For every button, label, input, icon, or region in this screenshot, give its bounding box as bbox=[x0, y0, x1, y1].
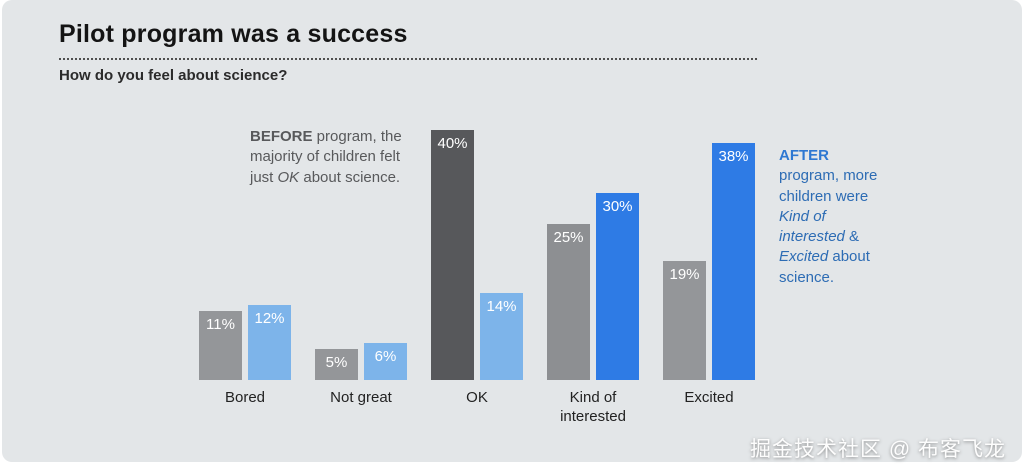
bar-value-label: 5% bbox=[325, 353, 348, 371]
bar-after-excited: 38% bbox=[712, 142, 755, 380]
annotation-segment: program, the majority of children felt j… bbox=[250, 128, 402, 186]
category-label-ok: OK bbox=[466, 389, 488, 406]
bar-pair: 5% 6% bbox=[315, 130, 407, 380]
bar-after-kind-of-interested: 30% bbox=[596, 192, 639, 380]
bar-value-label: 25% bbox=[553, 228, 584, 246]
chart-question-subtitle: How do you feel about science? bbox=[59, 67, 288, 84]
bar-value-label: 14% bbox=[486, 297, 517, 315]
category-label-kind-of-interested: Kind of interested bbox=[560, 389, 626, 425]
bar-pair: 11% 12% bbox=[199, 130, 291, 380]
annotation-segment: about science. bbox=[299, 168, 401, 186]
annotation-segment: Excited bbox=[779, 248, 829, 266]
bar-group-not-great: 5% 6% Not great bbox=[315, 130, 407, 427]
bar-group-excited: 19% 38% Excited bbox=[663, 130, 755, 427]
infographic-panel: Pilot program was a success How do you f… bbox=[2, 0, 1022, 462]
page-title: Pilot program was a success bbox=[59, 20, 408, 48]
annotation-segment: OK bbox=[277, 168, 300, 186]
annotation-segment: about science. bbox=[779, 248, 870, 286]
bar-value-label: 30% bbox=[602, 197, 633, 215]
bar-group-kind-of-interested: 25% 30% Kind of interested bbox=[547, 130, 639, 427]
bar-value-label: 40% bbox=[437, 135, 468, 152]
bar-pair: 40% 14% bbox=[431, 130, 523, 380]
bar-value-label: 12% bbox=[254, 310, 285, 327]
dotted-divider bbox=[59, 58, 757, 60]
category-label-bored: Bored bbox=[224, 389, 266, 406]
bar-chart: 11% 12% Bored 5% 6% Not great 40% 14% OK 25% 30% Ki… bbox=[199, 130, 755, 427]
bar-value-label: 11% bbox=[206, 316, 235, 334]
annotation-segment: BEFORE bbox=[250, 128, 313, 145]
bar-pair: 19% 38% bbox=[663, 130, 755, 380]
bar-after-not-great: 6% bbox=[364, 342, 407, 380]
bar-group-ok: 40% 14% OK bbox=[431, 130, 523, 427]
bar-after-ok: 14% bbox=[480, 292, 523, 380]
bar-value-label: 6% bbox=[374, 347, 397, 365]
bar-before-not-great: 5% bbox=[315, 348, 358, 380]
bar-value-label: 38% bbox=[718, 147, 749, 165]
annotation-after: AFTER program, more children were Kind o… bbox=[779, 146, 887, 288]
bar-before-bored: 11% bbox=[199, 311, 242, 380]
bar-value-label: 19% bbox=[669, 266, 700, 284]
category-label-excited: Excited bbox=[684, 389, 734, 406]
annotation-segment: Kind of interested bbox=[779, 207, 845, 245]
bar-before-excited: 19% bbox=[663, 261, 706, 380]
annotation-before: BEFORE program, the majority of children… bbox=[250, 127, 422, 188]
bar-after-bored: 12% bbox=[248, 305, 291, 380]
annotation-segment: program, more children were bbox=[779, 167, 878, 205]
bar-before-ok: 40% bbox=[431, 130, 474, 380]
category-label-not-great: Not great bbox=[330, 389, 392, 406]
watermark: 掘金技术社区 @ 布客飞龙 bbox=[750, 438, 1006, 461]
bar-pair: 25% 30% bbox=[547, 130, 639, 380]
bar-group-bored: 11% 12% Bored bbox=[199, 130, 291, 427]
bar-before-kind-of-interested: 25% bbox=[547, 223, 590, 380]
annotation-segment: & bbox=[844, 228, 860, 245]
annotation-segment: AFTER bbox=[779, 147, 829, 164]
